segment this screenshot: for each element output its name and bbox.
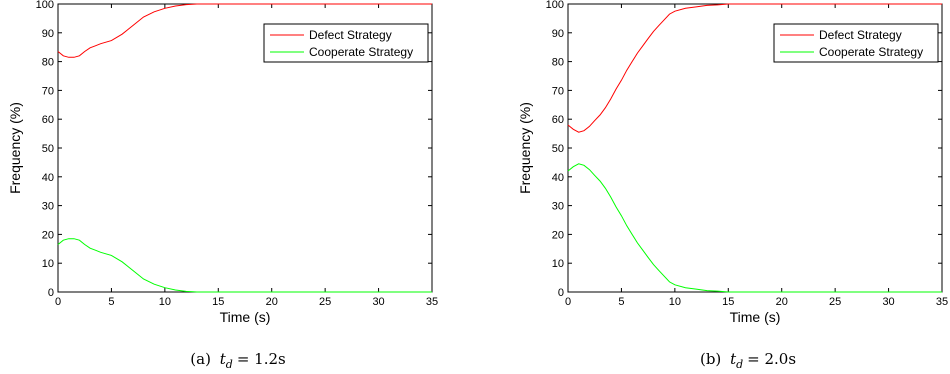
x-tick-label: 0 bbox=[55, 296, 61, 308]
y-tick-label: 60 bbox=[552, 114, 564, 126]
chart-panel-b: 0 5 10 15 20 25 30 35 0 10 20 30 40 50 60 70 80 90 100 Time… bbox=[517, 0, 948, 325]
y-tick-label: 60 bbox=[42, 114, 54, 126]
y-tick-label: 20 bbox=[552, 229, 564, 241]
x-tick-label: 20 bbox=[776, 296, 788, 308]
x-tick-label: 25 bbox=[319, 296, 331, 308]
y-tick-label: 50 bbox=[42, 143, 54, 155]
caption-a: (a) td = 1.2s bbox=[190, 350, 285, 371]
x-tick-label: 30 bbox=[372, 296, 384, 308]
legend-box bbox=[263, 23, 429, 63]
x-tick-label: 30 bbox=[882, 296, 894, 308]
legend-box bbox=[773, 23, 939, 63]
y-tick-label: 40 bbox=[42, 172, 54, 184]
series-line-cooperate bbox=[57, 238, 432, 293]
y-axis-label: Frequency (%) bbox=[517, 102, 533, 194]
y-tick-label: 100 bbox=[36, 0, 54, 11]
x-tick-label: 35 bbox=[936, 296, 948, 308]
y-tick-label: 70 bbox=[552, 85, 564, 97]
x-tick-label: 25 bbox=[829, 296, 841, 308]
x-tick-label: 5 bbox=[108, 296, 114, 308]
y-tick-label: 70 bbox=[42, 85, 54, 97]
y-tick-label: 30 bbox=[42, 201, 54, 213]
y-tick-label: 80 bbox=[42, 57, 54, 69]
series-line-cooperate bbox=[567, 163, 942, 293]
x-axis-label: Time (s) bbox=[730, 309, 781, 325]
y-tick-label: 0 bbox=[48, 287, 54, 299]
legend-label: Cooperate Strategy bbox=[819, 45, 923, 59]
chart-panel-a: 0 5 10 15 20 25 30 35 0 10 20 30 40 50 60 70 80 90 100 Time… bbox=[7, 0, 438, 325]
y-tick-label: 20 bbox=[42, 229, 54, 241]
series-line-defect bbox=[57, 3, 432, 58]
legend-label: Defect Strategy bbox=[819, 28, 902, 42]
y-tick-label: 90 bbox=[42, 28, 54, 40]
x-tick-label: 15 bbox=[722, 296, 734, 308]
y-tick-label: 10 bbox=[552, 258, 564, 270]
legend: Defect Strategy Cooperate Strategy bbox=[263, 23, 429, 63]
y-tick-label: 0 bbox=[558, 287, 564, 299]
caption-b: (b) td = 2.0s bbox=[700, 350, 796, 371]
y-tick-label: 40 bbox=[552, 172, 564, 184]
series-line-defect bbox=[567, 3, 942, 133]
legend: Defect Strategy Cooperate Strategy bbox=[773, 23, 939, 63]
legend-label: Cooperate Strategy bbox=[309, 45, 413, 59]
x-axis-label: Time (s) bbox=[220, 309, 271, 325]
x-tick-label: 10 bbox=[669, 296, 681, 308]
y-tick-label: 10 bbox=[42, 258, 54, 270]
x-tick-label: 5 bbox=[618, 296, 624, 308]
y-tick-label: 30 bbox=[552, 201, 564, 213]
y-tick-label: 90 bbox=[552, 28, 564, 40]
x-tick-label: 15 bbox=[212, 296, 224, 308]
y-tick-label: 100 bbox=[546, 0, 564, 11]
x-tick-label: 35 bbox=[426, 296, 438, 308]
y-tick-label: 50 bbox=[552, 143, 564, 155]
y-tick-label: 80 bbox=[552, 57, 564, 69]
x-tick-label: 10 bbox=[159, 296, 171, 308]
x-tick-label: 0 bbox=[565, 296, 571, 308]
legend-label: Defect Strategy bbox=[309, 28, 392, 42]
y-axis-label: Frequency (%) bbox=[7, 102, 23, 194]
x-tick-label: 20 bbox=[266, 296, 278, 308]
